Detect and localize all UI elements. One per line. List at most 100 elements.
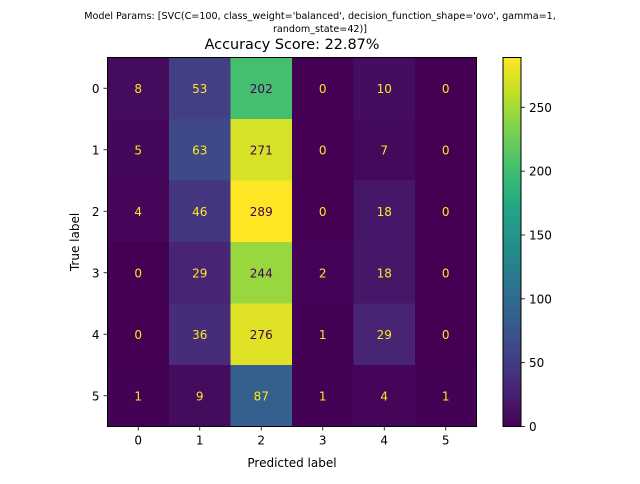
cell-value-label: 0 [134,328,142,342]
heatmap-cell [353,303,416,366]
colorbar-tick-label: 150 [529,228,552,242]
suptitle: Model Params: [SVC(C=100, class_weight='… [84,11,556,35]
heatmap-cell [353,180,416,243]
heatmap-cell [107,119,170,181]
cell-value-label: 0 [134,266,142,280]
x-tick-label: 3 [319,434,327,448]
chart-title: Accuracy Score: 22.87% [205,37,380,53]
heatmap-cell [415,180,477,243]
cell-value-label: 8 [134,82,142,96]
cell-value-label: 10 [377,82,392,96]
colorbar-tick-label: 200 [529,165,552,179]
heatmap-cell [353,119,416,181]
x-tick-label: 1 [196,434,204,448]
colorbar-tick-label: 250 [529,101,552,115]
y-axis-ticks: 0 1 2 3 4 5 [92,82,108,403]
colorbar-frame [502,57,522,427]
heatmap-cell [230,303,293,366]
cell-value-label: 29 [377,328,392,342]
cell-value-label: 29 [192,266,207,280]
heatmap-cell [107,303,170,366]
cell-value-label: 4 [134,205,142,219]
cell-value-label: 271 [250,143,273,157]
cell-value-label: 1 [319,389,327,403]
cell-value-label: 0 [319,82,327,96]
cell-value-label: 0 [442,143,450,157]
cell-value-label: 0 [319,205,327,219]
cell-value-label: 0 [319,143,327,157]
heatmap-cells [107,57,477,427]
cell-value-label: 7 [380,143,388,157]
heatmap-cell [230,180,293,243]
heatmap-cell [169,365,231,427]
cell-value-label: 36 [192,328,207,342]
heatmap-cell [292,180,354,243]
y-tick-label: 4 [92,328,100,342]
heatmap-cell [415,303,477,366]
y-tick-label: 1 [92,143,100,157]
cell-value-label: 0 [442,328,450,342]
x-axis-label: Predicted label [247,456,336,470]
heatmap-cell [230,242,293,304]
cell-value-label: 289 [250,205,273,219]
heatmap-cell [292,242,354,304]
x-tick-label: 2 [257,434,265,448]
cell-value-label: 87 [254,389,269,403]
cell-value-label: 18 [377,266,392,280]
colorbar-tick-label: 50 [529,356,544,370]
heatmap-cell [169,303,231,366]
heatmap-cell [107,365,170,427]
x-tick-label: 4 [380,434,388,448]
cell-value-label: 53 [192,82,207,96]
heatmap-cell [292,365,354,427]
heatmap-cell [415,242,477,304]
heatmap-cell [230,119,293,181]
cell-value-label: 5 [134,143,142,157]
heatmap-cell [169,57,231,120]
heatmap-cell [107,57,170,120]
plot-frame [107,57,477,427]
cell-value-label: 1 [319,328,327,342]
y-axis-label: True label [68,213,82,272]
heatmap-cell [230,57,293,120]
suptitle-line: random_state=42)] [273,24,367,35]
cell-value-label: 244 [250,266,273,280]
cell-value-label: 9 [196,389,204,403]
heatmap-cell [292,119,354,181]
heatmap-cell [169,242,231,304]
cell-value-label: 0 [442,82,450,96]
cell-value-label: 202 [250,82,273,96]
cell-value-label: 0 [442,266,450,280]
heatmap-cell [353,365,416,427]
cell-value-label: 18 [377,205,392,219]
colorbar-tick-label: 100 [529,292,552,306]
cell-value-label: 1 [442,389,450,403]
y-tick-label: 5 [92,389,100,403]
y-tick-label: 2 [92,205,100,219]
x-tick-label: 5 [442,434,450,448]
cell-labels: 8 53 202 0 10 05 63 271 0 7 04 46 289 0 18 00 29 244 2 18 00… [134,82,449,404]
heatmap-cell [107,242,170,304]
cell-value-label: 1 [134,389,142,403]
heatmap-cell [230,365,293,427]
cell-value-label: 63 [192,143,207,157]
heatmap-cell [292,57,354,120]
y-tick-label: 3 [92,266,100,280]
colorbar-ticks: 0 50 100 150 200 250 [521,101,552,434]
x-axis-ticks: 0 1 2 3 4 5 [134,426,450,448]
cell-value-label: 4 [380,389,388,403]
heatmap-cell [107,180,170,243]
cell-value-label: 2 [319,266,327,280]
cell-value-label: 0 [442,205,450,219]
heatmap-cell [292,303,354,366]
suptitle-line: Model Params: [SVC(C=100, class_weight='… [84,11,556,22]
heatmap-cell [415,365,477,427]
heatmap-cell [353,57,416,120]
heatmap-cell [415,119,477,181]
colorbar [503,57,521,427]
heatmap-cell [169,119,231,181]
heatmap-cell [415,57,477,120]
heatmap-cell [169,180,231,243]
colorbar-tick-label: 0 [529,420,537,434]
